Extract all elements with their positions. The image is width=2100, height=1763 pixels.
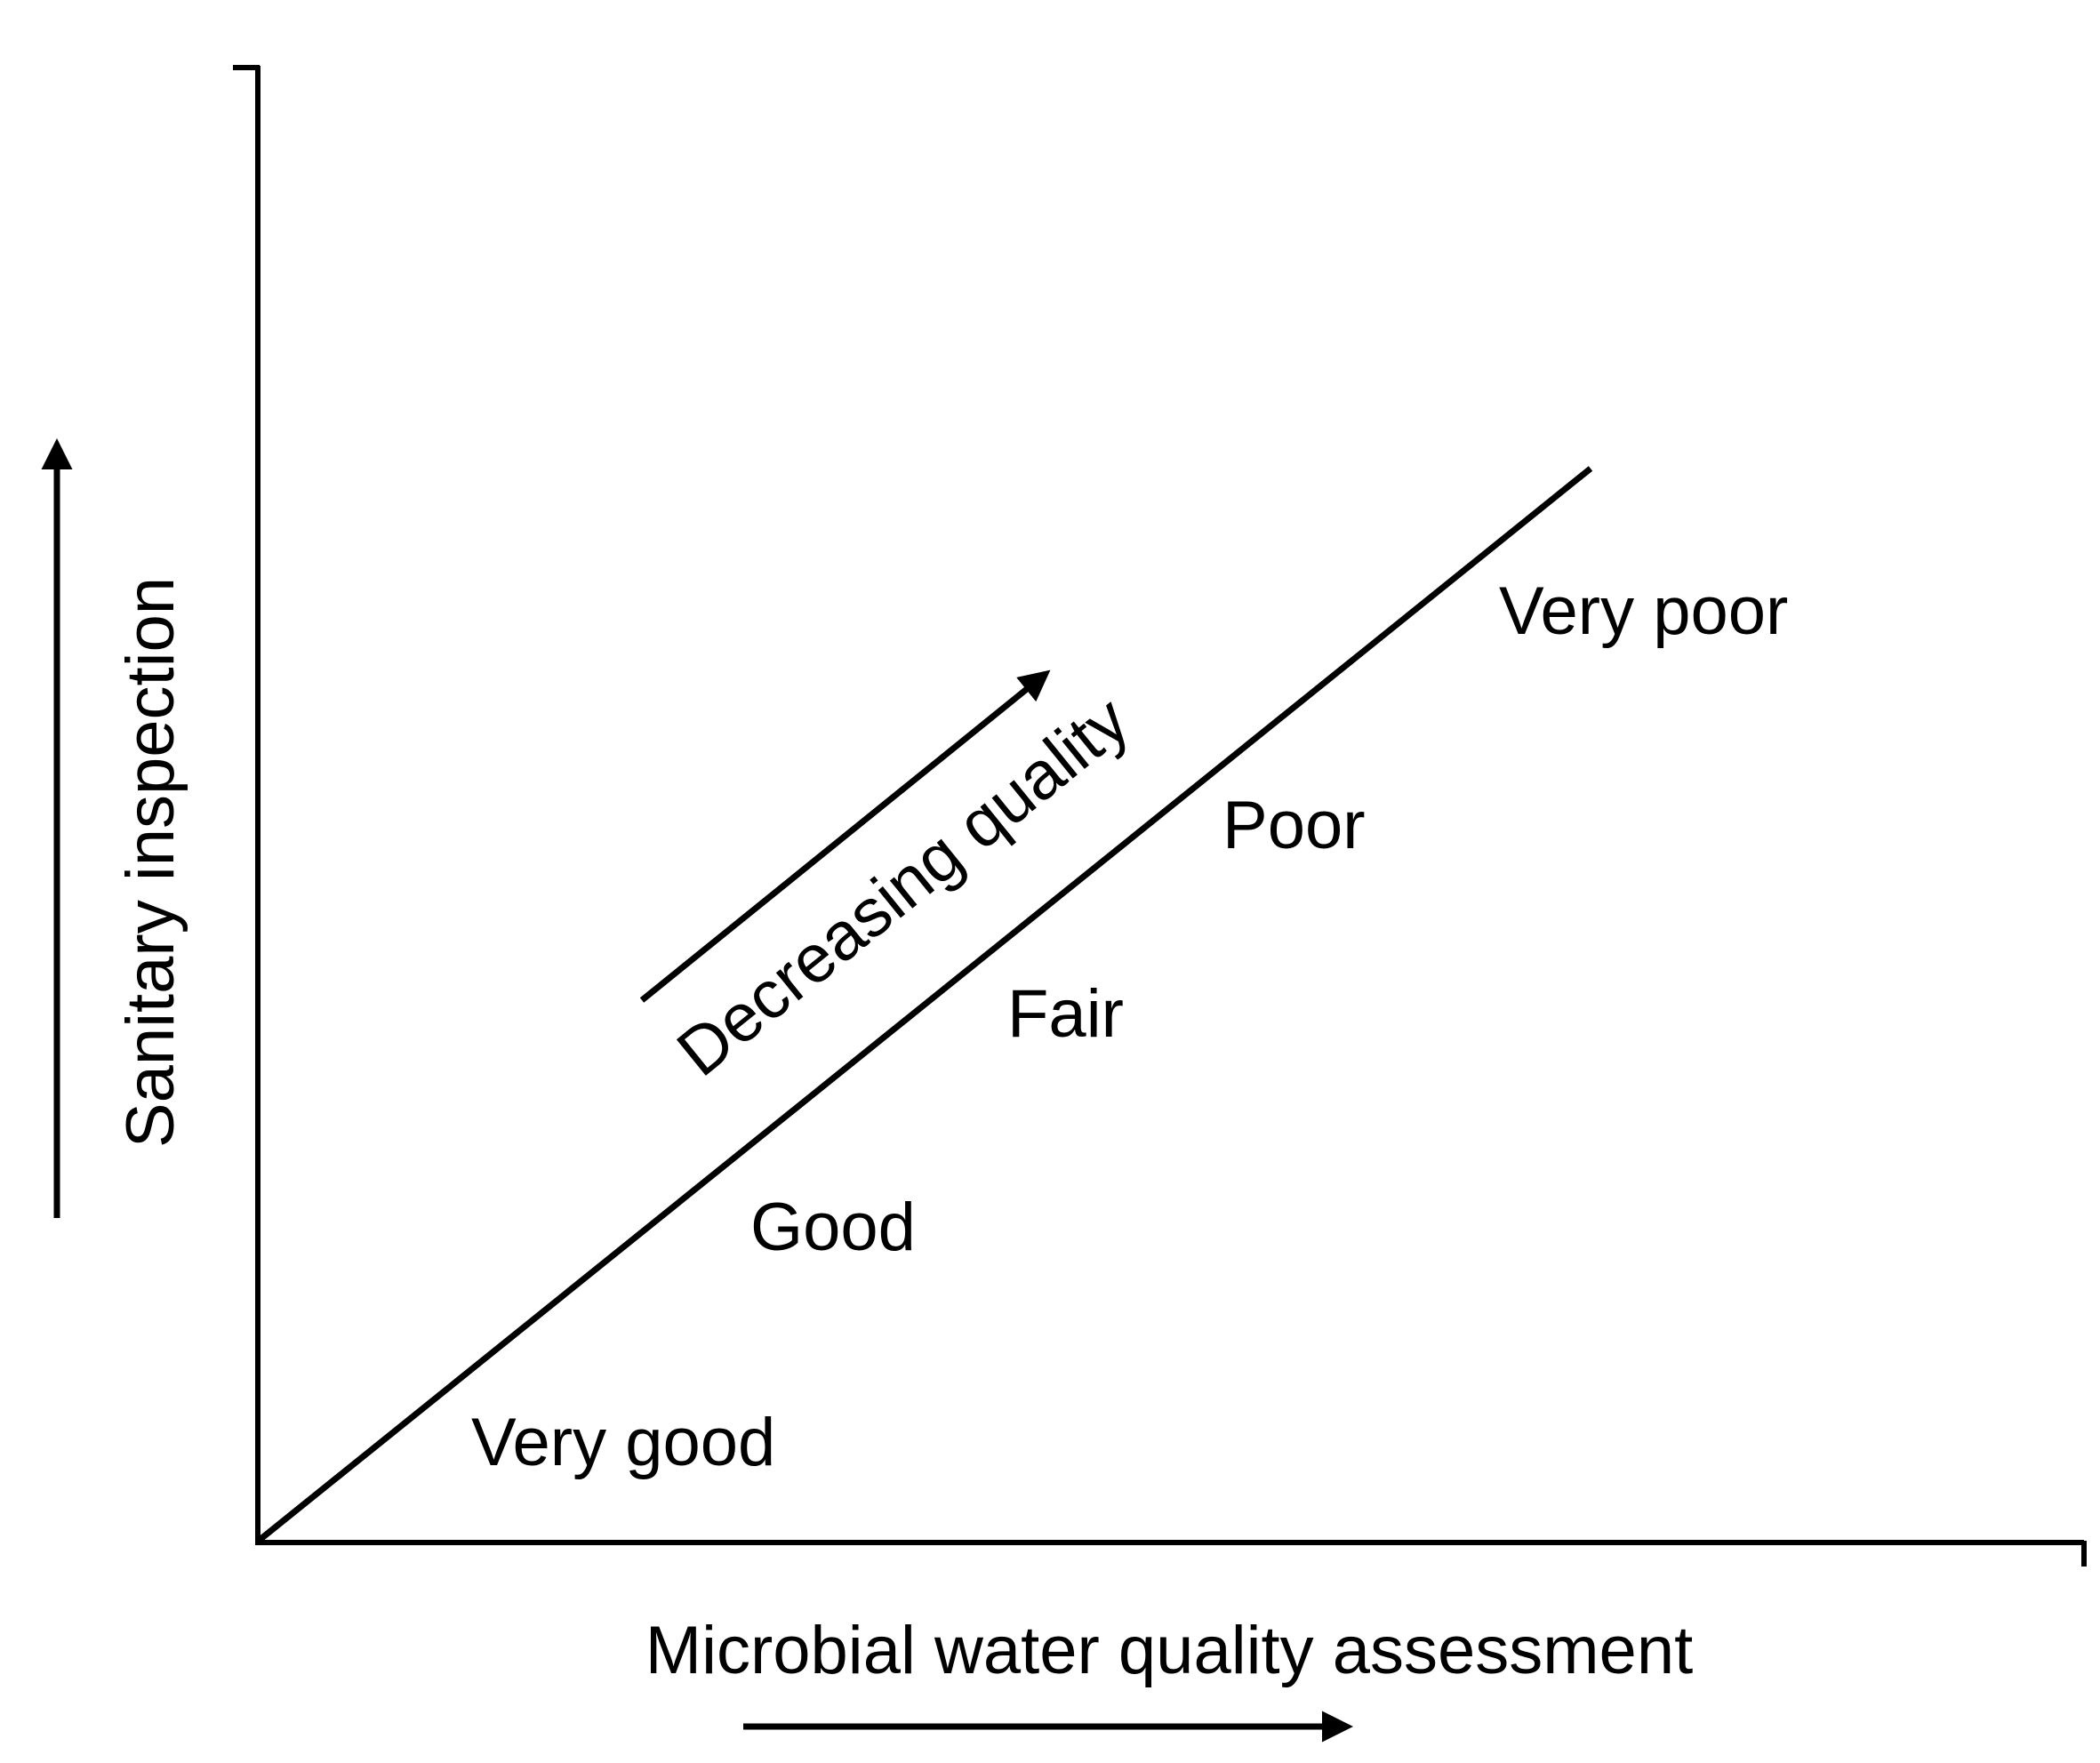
quality-level-very-good: Very good (471, 1405, 775, 1480)
quality-diagonal-line (257, 466, 1593, 1543)
quality-level-poor: Poor (1222, 788, 1366, 863)
decreasing-quality-arrow (639, 669, 1051, 1003)
y-axis-label: Sanitary inspection (113, 577, 188, 1148)
x-axis-label: Microbial water quality assessment (645, 1613, 1693, 1688)
quality-level-very-poor: Very poor (1499, 573, 1788, 649)
quality-level-fair: Fair (1007, 976, 1124, 1052)
quality-level-good: Good (750, 1190, 916, 1265)
